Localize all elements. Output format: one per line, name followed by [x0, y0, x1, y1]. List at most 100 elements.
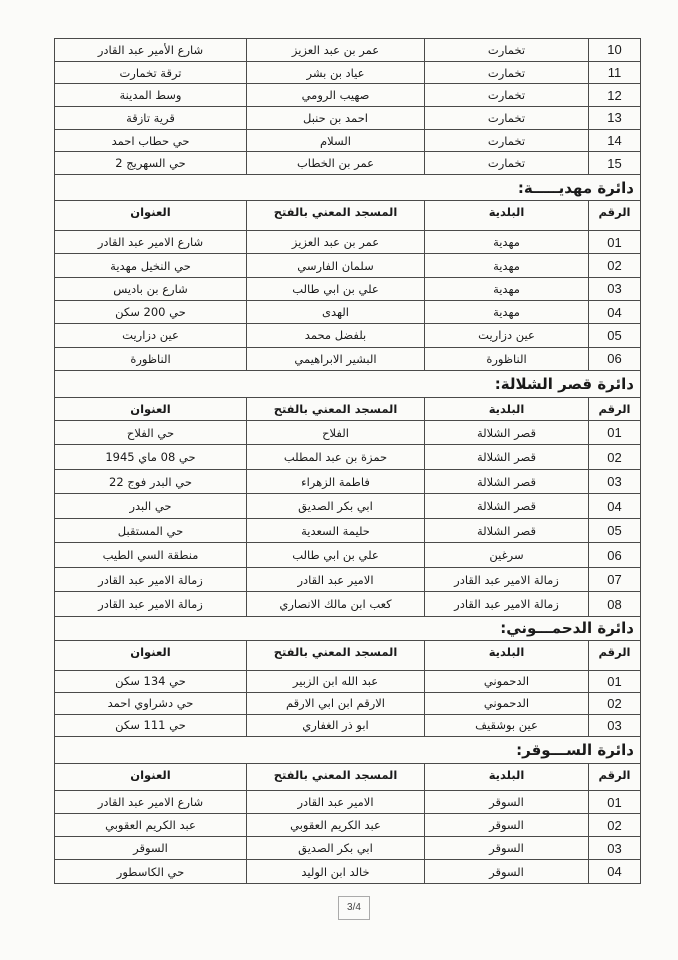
cell-municipality: قصر الشلالة	[424, 493, 589, 519]
table-row: 14 تخمارت السلام حي حطاب احمد	[54, 128, 641, 153]
cell-mosque-name: البشير الابراهيمي	[246, 346, 425, 371]
cell-address: حي السهريج 2	[54, 151, 247, 176]
column-header-municipality: البلدية	[424, 762, 589, 791]
district-title-row: دائرة قصر الشلالة:	[54, 369, 641, 398]
cell-mosque-name: السلام	[246, 128, 425, 153]
cell-municipality: الناظورة	[424, 346, 589, 371]
cell-row-number: 01	[588, 230, 641, 255]
mosques-table: 10 تخمارت عمر بن عبد العزيز شارع الأمير عبد…	[54, 38, 641, 884]
cell-mosque-name: عياد بن بشر	[246, 60, 425, 85]
table-row: 02 الدحموني الارقم ابن ابي الارقم حي دشراوي…	[54, 691, 641, 715]
cell-municipality: الدحموني	[424, 669, 589, 693]
column-header-mosque-name: المسجد المعني بالفتح	[246, 639, 425, 671]
column-header-row-number: الرقم	[588, 200, 641, 232]
cell-row-number: 14	[588, 128, 641, 153]
cell-address: حي 134 سكن	[54, 669, 247, 693]
cell-row-number: 10	[588, 38, 641, 62]
cell-municipality: تخمارت	[424, 128, 589, 153]
document-page: 10 تخمارت عمر بن عبد العزيز شارع الأمير عبد…	[54, 38, 641, 884]
cell-municipality: قصر الشلالة	[424, 468, 589, 495]
cell-row-number: 04	[588, 300, 641, 325]
table-row: 02 مهدية سلمان الفارسي حي النخيل مهدية	[54, 253, 641, 278]
cell-row-number: 03	[588, 713, 641, 737]
cell-municipality: قصر الشلالة	[424, 517, 589, 544]
table-row: 02 قصر الشلالة حمزة بن عبد المطلب حي 08 ماي…	[54, 444, 641, 470]
cell-municipality: زمالة الامير عبد القادر	[424, 566, 589, 593]
cell-mosque-name: حليمة السعدية	[246, 517, 425, 544]
cell-row-number: 02	[588, 813, 641, 838]
table-row: 03 مهدية علي بن ابي طالب شارع بن باديس	[54, 276, 641, 302]
cell-municipality: قصر الشلالة	[424, 444, 589, 470]
cell-mosque-name: ابو ذر الغفاري	[246, 713, 425, 737]
cell-mosque-name: صهيب الرومي	[246, 83, 425, 108]
cell-municipality: السوقر	[424, 789, 589, 815]
cell-row-number: 07	[588, 566, 641, 593]
cell-address: شارع الامير عبد القادر	[54, 230, 247, 255]
cell-mosque-name: عمر بن عبد العزيز	[246, 230, 425, 255]
column-header-row: الرقم البلدية المسجد المعني بالفتح العنوان	[54, 200, 641, 232]
table-row: 11 تخمارت عياد بن بشر ترقة تخمارت	[54, 60, 641, 85]
table-row: 01 مهدية عمر بن عبد العزيز شارع الامير عبد …	[54, 230, 641, 255]
table-row: 15 تخمارت عمر بن الخطاب حي السهريج 2	[54, 151, 641, 176]
table-row: 13 تخمارت احمد بن حنبل قرية تازقة	[54, 106, 641, 130]
cell-address: زمالة الامير عبد القادر	[54, 566, 247, 593]
cell-row-number: 03	[588, 276, 641, 302]
cell-address: حي النخيل مهدية	[54, 253, 247, 278]
cell-mosque-name: خالد ابن الوليد	[246, 859, 425, 884]
table-row: 06 الناظورة البشير الابراهيمي الناظورة	[54, 346, 641, 371]
cell-address: حي 111 سكن	[54, 713, 247, 737]
table-row: 05 عين دزاريت بلفضل محمد عين دزاريت	[54, 323, 641, 348]
cell-address: حي البدر	[54, 493, 247, 519]
cell-address: الناظورة	[54, 346, 247, 371]
cell-address: زمالة الامير عبد القادر	[54, 591, 247, 617]
cell-municipality: الدحموني	[424, 691, 589, 715]
cell-row-number: 12	[588, 83, 641, 108]
cell-address: حي المستقبل	[54, 517, 247, 544]
cell-address: السوقر	[54, 836, 247, 861]
cell-mosque-name: علي بن ابي طالب	[246, 276, 425, 302]
column-header-row-number: الرقم	[588, 396, 641, 421]
district-title: دائرة الســـوقر:	[54, 735, 641, 764]
cell-row-number: 02	[588, 691, 641, 715]
cell-municipality: عين دزاريت	[424, 323, 589, 348]
cell-municipality: تخمارت	[424, 151, 589, 176]
cell-row-number: 03	[588, 468, 641, 495]
column-header-mosque-name: المسجد المعني بالفتح	[246, 396, 425, 421]
cell-address: شارع بن باديس	[54, 276, 247, 302]
cell-address: شارع الامير عبد القادر	[54, 789, 247, 815]
cell-address: حي حطاب احمد	[54, 128, 247, 153]
cell-row-number: 01	[588, 419, 641, 446]
cell-municipality: سرغين	[424, 542, 589, 568]
table-row: 12 تخمارت صهيب الرومي وسط المدينة	[54, 83, 641, 108]
table-row: 08 زمالة الامير عبد القادر كعب ابن مالك ال…	[54, 591, 641, 617]
table-row: 03 السوقر ابي بكر الصديق السوقر	[54, 836, 641, 861]
cell-row-number: 11	[588, 60, 641, 85]
cell-address: حي الكاسطور	[54, 859, 247, 884]
column-header-address: العنوان	[54, 396, 247, 421]
cell-municipality: قصر الشلالة	[424, 419, 589, 446]
cell-mosque-name: علي بن ابي طالب	[246, 542, 425, 568]
cell-row-number: 05	[588, 323, 641, 348]
table-row: 05 قصر الشلالة حليمة السعدية حي المستقبل	[54, 517, 641, 544]
column-header-municipality: البلدية	[424, 639, 589, 671]
cell-municipality: مهدية	[424, 300, 589, 325]
cell-mosque-name: الهدى	[246, 300, 425, 325]
column-header-row: الرقم البلدية المسجد المعني بالفتح العنوان	[54, 762, 641, 791]
cell-address: ترقة تخمارت	[54, 60, 247, 85]
cell-row-number: 13	[588, 106, 641, 130]
cell-row-number: 01	[588, 669, 641, 693]
cell-municipality: مهدية	[424, 230, 589, 255]
cell-row-number: 02	[588, 444, 641, 470]
table-row: 01 الدحموني عبد الله ابن الزبير حي 134 سكن	[54, 669, 641, 693]
cell-mosque-name: حمزة بن عبد المطلب	[246, 444, 425, 470]
cell-municipality: مهدية	[424, 253, 589, 278]
table-row: 04 السوقر خالد ابن الوليد حي الكاسطور	[54, 859, 641, 884]
cell-address: قرية تازقة	[54, 106, 247, 130]
column-header-row: الرقم البلدية المسجد المعني بالفتح العنوان	[54, 639, 641, 671]
cell-address: منطقة السي الطيب	[54, 542, 247, 568]
cell-mosque-name: عمر بن الخطاب	[246, 151, 425, 176]
district-title-row: دائرة مهديـــــة:	[54, 174, 641, 202]
cell-address: شارع الأمير عبد القادر	[54, 38, 247, 62]
column-header-mosque-name: المسجد المعني بالفتح	[246, 762, 425, 791]
cell-mosque-name: الامير عبد القادر	[246, 566, 425, 593]
